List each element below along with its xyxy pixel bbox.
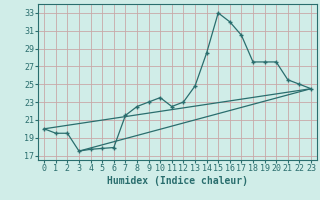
X-axis label: Humidex (Indice chaleur): Humidex (Indice chaleur)	[107, 176, 248, 186]
